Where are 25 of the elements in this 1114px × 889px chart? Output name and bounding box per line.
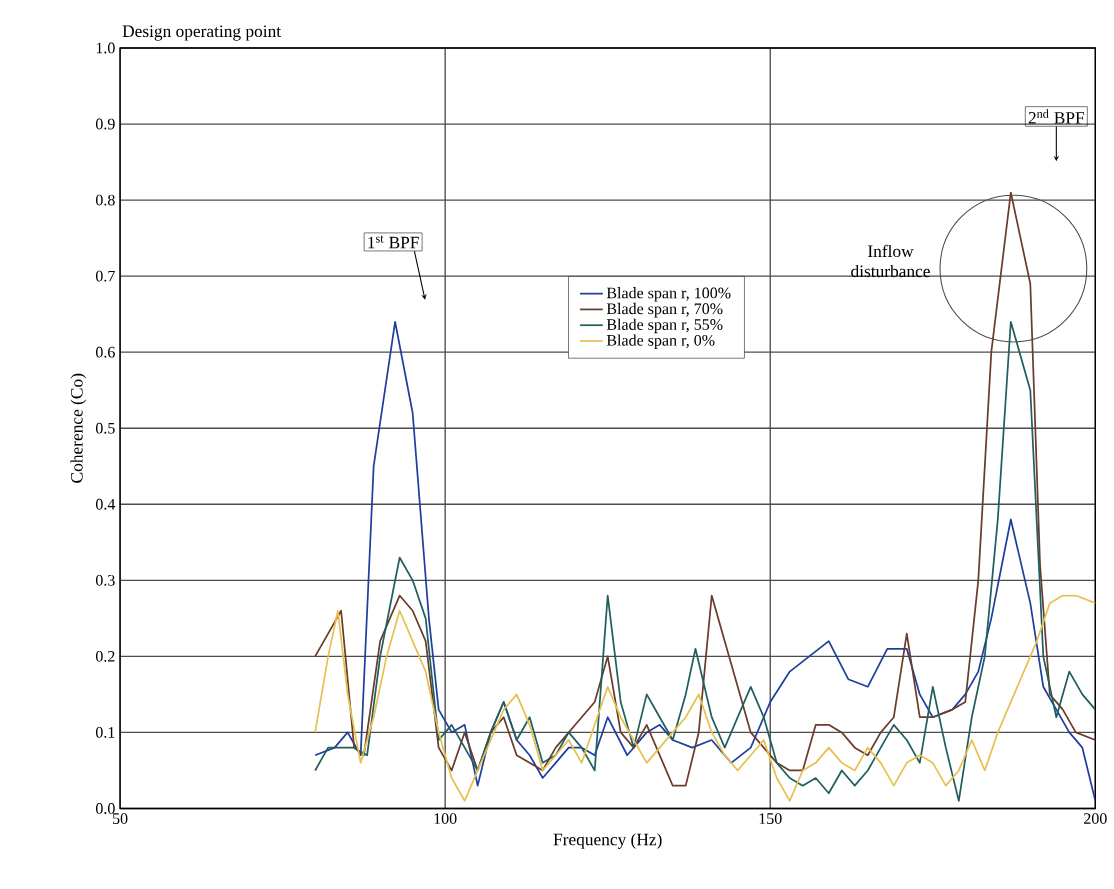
x-tick-label: 150 — [759, 813, 782, 825]
annotation: 1$^{st}$ BPF — [368, 235, 419, 249]
y-tick-label: 0.2 — [95, 651, 115, 663]
y-tick-label: 0.1 — [95, 727, 115, 739]
y-tick-label: 0.7 — [95, 270, 115, 282]
y-tick-label: 0.3 — [95, 575, 115, 587]
y-tick-label: 0.8 — [95, 194, 115, 206]
x-tick-label: 100 — [434, 813, 457, 825]
y-tick-label: 0.9 — [95, 118, 115, 130]
legend-label: Blade span r, 70% — [606, 303, 723, 318]
x-tick-label: 50 — [112, 813, 128, 825]
annotation: 2$^{nd}$ BPF — [1028, 109, 1085, 124]
y-tick-label: 0.4 — [95, 499, 116, 510]
y-tick-label: 0.0 — [95, 803, 115, 815]
chart-title: Design operating point — [122, 25, 281, 41]
y-axis-title: Coherence (Co) — [70, 374, 87, 483]
y-tick-label: 0.6 — [95, 346, 115, 358]
legend-label: Blade span r, 100% — [606, 287, 731, 302]
legend-label: Blade span r, 0% — [606, 334, 715, 350]
y-tick-label: 1.0 — [96, 42, 115, 54]
legend-label: Blade span r, 55% — [606, 318, 723, 334]
y-tick-label: 0.5 — [95, 423, 115, 434]
annotation: Inflow disturbance — [851, 244, 930, 278]
x-axis-title: Frequency (Hz) — [553, 833, 662, 850]
x-tick-label: 200 — [1084, 813, 1107, 825]
